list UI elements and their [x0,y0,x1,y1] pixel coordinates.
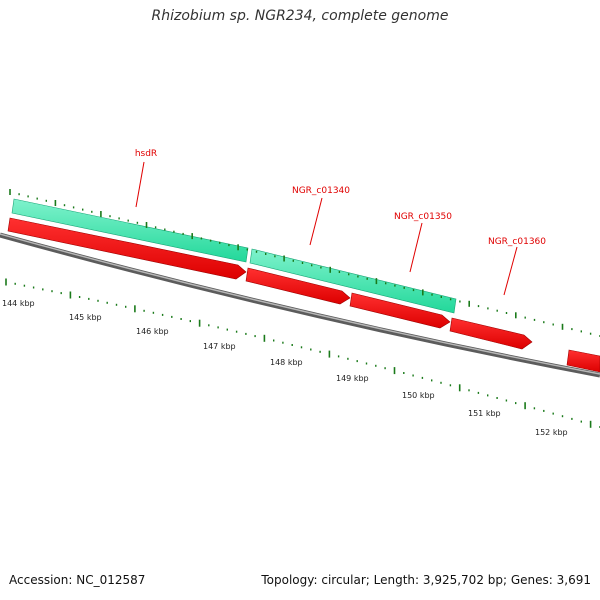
gene-label-ngr-c01340: NGR_c01340 [292,186,350,196]
gene-label-ngr-c01360: NGR_c01360 [488,237,546,247]
genome-stats-text: Topology: circular; Length: 3,925,702 bp… [261,573,591,587]
inner-tick-row [5,278,600,428]
scale-label: 147 kbp [203,342,236,351]
gene-label-hsdR: hsdR [135,149,157,159]
gene-labels: hsdR NGR_c01340 NGR_c01350 NGR_c01360 [135,149,546,296]
gene-label-ngr-c01350: NGR_c01350 [394,212,452,222]
scale-label: 146 kbp [136,327,169,336]
accession-text: Accession: NC_012587 [9,573,146,587]
scale-label: 152 kbp [535,428,568,437]
scale-label: 144 kbp [2,299,35,308]
cds-feature-ngr-c01350[interactable] [349,292,451,329]
map-title: Rhizobium sp. NGR234, complete genome [151,8,449,24]
cds-feature-next[interactable] [566,349,600,373]
genome-backbone [0,232,600,378]
scale-label: 151 kbp [468,409,501,418]
scale-label: 149 kbp [336,374,369,383]
cds-feature-ngr-c01360[interactable] [449,317,533,350]
scale-label: 148 kbp [270,358,303,367]
scale-label: 145 kbp [69,313,102,322]
outer-tick-row [9,189,600,337]
scale-label: 150 kbp [402,391,435,400]
cds-feature-ngr-c01340[interactable] [245,267,351,305]
gene-feature-hsdR[interactable] [11,198,249,263]
cds-feature-hsdR[interactable] [7,217,247,280]
gene-track [11,198,457,314]
gene-feature-ngr-c01340-c01350[interactable] [249,248,457,314]
cds-track [7,217,600,373]
scale-labels: 144 kbp 145 kbp 146 kbp 147 kbp 148 kbp … [2,299,568,437]
